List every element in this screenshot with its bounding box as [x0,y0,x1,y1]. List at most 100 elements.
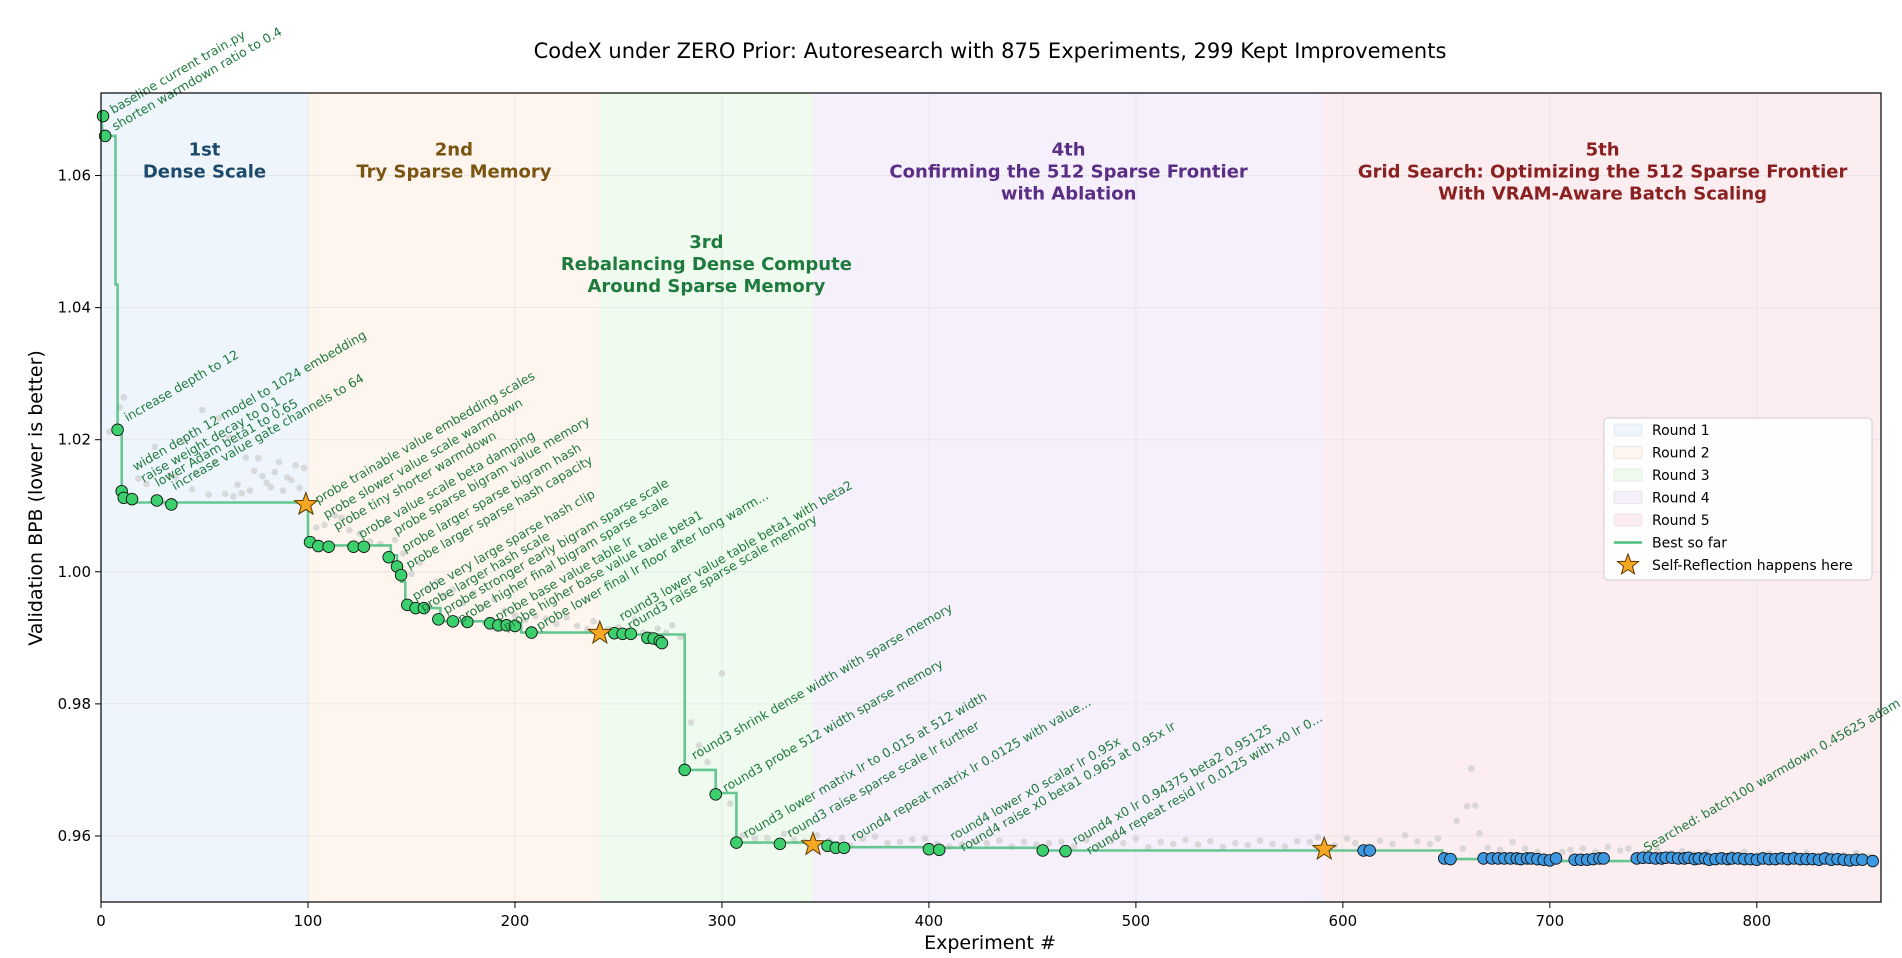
round-title-line: Rebalancing Dense Compute [561,254,852,275]
discarded-point [1314,833,1322,841]
kept-point [96,109,110,123]
discarded-point [838,834,846,842]
legend-patch [1613,513,1643,527]
discarded-point [1426,840,1434,848]
discarded-point [230,493,237,500]
discarded-point [1256,837,1264,844]
kept-point [1363,844,1377,857]
legend-patch [1613,468,1643,482]
discarded-point [751,835,759,842]
kept-point [1856,853,1869,866]
kept-point [382,551,395,564]
kept-point [1597,852,1610,865]
round-title-line: Grid Search: Optimizing the 512 Sparse F… [1358,162,1848,183]
discarded-point [1343,835,1351,842]
discarded-point [255,454,262,462]
discarded-point [166,472,173,479]
x-tick-label: 400 [915,912,944,930]
kept-point [1866,854,1879,868]
x-axis-label: Experiment # [924,932,1056,954]
discarded-point [1281,843,1289,850]
discarded-point [1484,844,1492,852]
discarded-point [542,615,550,622]
chart-title: CodeX under ZERO Prior: Autoresearch wit… [534,39,1447,63]
discarded-point [416,559,424,566]
legend: Round 1 Round 2 Round 3 Round 4 Round 5 Best … [1603,417,1873,581]
discarded-point [1082,836,1090,844]
round-title-line: 4th [1052,140,1086,161]
discarded-point [695,742,703,749]
discarded-point [1616,847,1624,854]
kept-point [165,498,178,511]
legend-label: Round 1 [1652,423,1710,439]
discarded-point [631,616,639,624]
round-title-5: 5th Grid Search: Optimizing the 512 Spars… [1358,140,1848,205]
round-title-line: With VRAM-Aware Batch Scaling [1438,184,1767,205]
round-title-line: 1st [189,140,221,161]
discarded-point [490,596,498,603]
discarded-point [288,476,295,484]
discarded-point [105,428,113,436]
discarded-point [1244,841,1251,849]
discarded-point [188,485,196,493]
discarded-point [321,521,328,529]
self-reflection-star [587,619,613,645]
kept-point [678,763,691,777]
round-backgrounds [101,93,1881,902]
discarded-point [433,578,440,586]
discarded-point [1521,845,1529,852]
discarded-point [739,831,746,839]
x-tick-label: 200 [501,912,530,930]
discarded-point [532,612,539,620]
discarded-point [180,437,188,445]
discarded-point [408,570,415,578]
y-tick-label: 1.06 [58,167,91,185]
kept-point [394,568,408,582]
kept-point [312,539,325,553]
self-reflection-star [1311,835,1337,861]
discarded-point [1306,838,1314,846]
discarded-point [267,483,275,491]
discarded-point [1070,843,1078,850]
round-title-line: 5th [1586,140,1620,161]
x-tick-label: 600 [1329,912,1358,930]
discarded-point [654,625,662,632]
discarded-point [573,622,581,630]
y-tick-label: 0.96 [58,827,91,845]
discarded-point [1558,848,1566,856]
kept-point [655,636,669,650]
legend-star [1616,552,1640,576]
round-title-2: 2nd Try Sparse Memory [356,140,551,183]
discarded-point [859,835,866,842]
discarded-point [1467,765,1475,772]
discarded-point [1453,817,1460,825]
round-titles: 1st Dense Scale 2nd Try Sparse Memory 3rd Reb… [143,140,1848,297]
discarded-point [238,489,246,497]
discarded-point [764,834,771,842]
kept-point [417,601,431,615]
kept-point [347,540,360,553]
kept-point [508,619,522,633]
discarded-point [1401,831,1409,839]
discarded-point [1294,837,1301,845]
x-tick-label: 0 [96,912,106,930]
kept-point [1444,852,1457,866]
discarded-point [1033,841,1040,848]
legend-label: Self-Reflection happens here [1652,558,1853,574]
discarded-point [1020,838,1028,846]
round-title-3: 3rd Rebalancing Dense Compute Around Spars… [561,232,852,297]
discarded-point [199,406,206,414]
discarded-point [1219,843,1227,851]
discarded-point [1132,835,1140,842]
discarded-point [120,394,128,401]
discarded-point [172,474,179,481]
discarded-point [1463,802,1471,810]
discarded-point [246,487,254,494]
discarded-point [221,490,229,498]
discarded-point [1194,841,1202,848]
round-title-line: Confirming the 512 Sparse Frontier [889,162,1247,183]
discarded-point [424,584,432,591]
discarded-point [1509,838,1516,846]
discarded-point [226,434,233,442]
